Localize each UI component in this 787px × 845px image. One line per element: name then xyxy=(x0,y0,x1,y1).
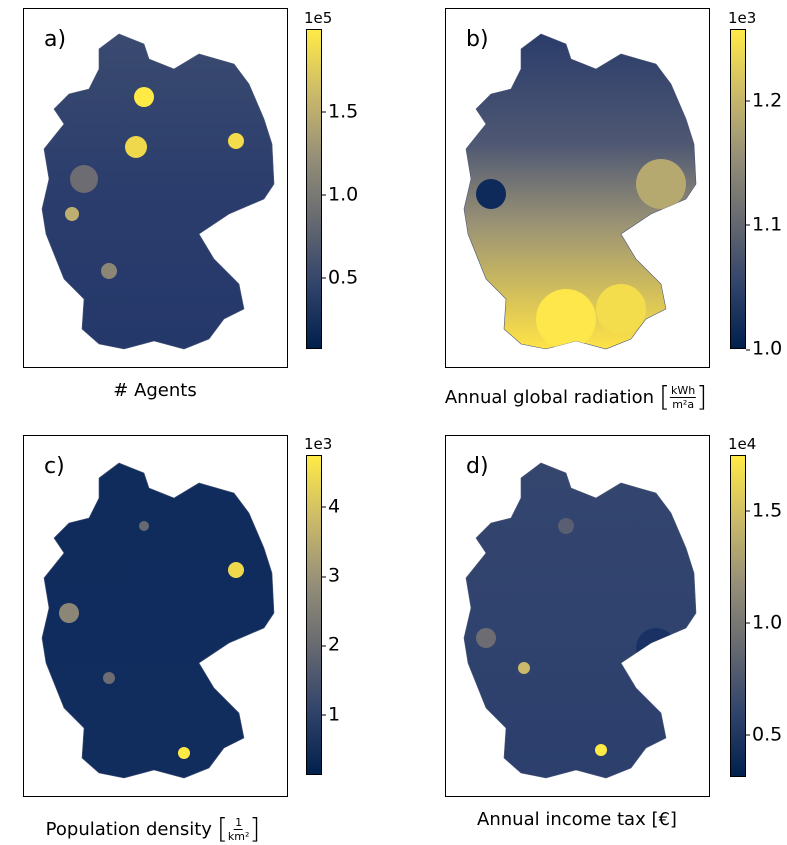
colorbar-tick-label: 1.5 xyxy=(321,100,359,123)
region-hotspot xyxy=(101,263,117,279)
hotspots xyxy=(59,521,244,759)
region-hotspot xyxy=(125,136,147,158)
map-regions xyxy=(41,33,275,350)
panel-letter: c) xyxy=(44,454,65,479)
map-regions xyxy=(463,462,697,779)
unit-denominator: km² xyxy=(227,829,250,843)
colorbar-tick-label: 2 xyxy=(321,633,341,656)
unit-fraction: [kWh m²a] xyxy=(659,383,707,411)
fraction: kWh m²a xyxy=(670,383,697,411)
colorbar xyxy=(730,29,746,349)
germany-outline xyxy=(41,33,275,350)
region-hotspot xyxy=(636,628,676,668)
region-hotspot xyxy=(228,562,244,578)
colorbar-tick-label: 1.1 xyxy=(745,213,783,236)
colorbar-tick-label: 1 xyxy=(321,703,341,726)
caption-text: Annual income tax [€] xyxy=(477,809,677,830)
colorbar-exponent: 1e3 xyxy=(728,9,757,27)
panel-letter: a) xyxy=(44,27,67,52)
colorbar xyxy=(730,455,746,777)
region-hotspot xyxy=(536,289,596,349)
hotspots xyxy=(65,87,244,279)
map-panel-a: a) xyxy=(23,8,288,368)
region-hotspot xyxy=(178,747,190,759)
colorbar-tick-label: 4 xyxy=(321,495,341,518)
map-panel-c: c) xyxy=(23,435,288,797)
germany-map xyxy=(41,462,275,779)
colorbar xyxy=(306,455,322,775)
colorbar-tick-label: 1.2 xyxy=(745,89,783,112)
map-panel-d: d) xyxy=(445,435,710,797)
region-hotspot xyxy=(518,662,530,674)
panel-letter: b) xyxy=(466,27,489,52)
colorbar-tick-label: 3 xyxy=(321,564,341,587)
colorbar-tick-label: 0.5 xyxy=(745,723,783,745)
panel-caption: Annual global radiation[kWh m²a] xyxy=(445,383,707,411)
colorbar-tick-label: 1.0 xyxy=(745,337,783,360)
map-regions xyxy=(41,462,275,779)
region-hotspot xyxy=(636,159,686,209)
germany-map xyxy=(463,462,697,779)
bracket-right: ] xyxy=(249,812,261,845)
germany-outline xyxy=(463,33,697,350)
bracket-left: [ xyxy=(659,380,671,413)
region-hotspot xyxy=(103,672,115,684)
map-panel-b: b) xyxy=(445,8,710,368)
region-hotspot xyxy=(228,133,244,149)
colorbar xyxy=(306,29,322,349)
bracket-right: ] xyxy=(696,380,708,413)
region-hotspot xyxy=(65,207,79,221)
germany-outline xyxy=(41,462,275,779)
unit-numerator: kWh xyxy=(670,383,697,398)
colorbar-tick-label: 1.0 xyxy=(321,183,359,206)
caption-text: Annual global radiation xyxy=(444,386,655,408)
region-hotspot xyxy=(134,87,154,107)
panel-letter: d) xyxy=(466,454,489,479)
fraction: 1 km² xyxy=(228,816,250,843)
bracket-left: [ xyxy=(216,812,228,845)
region-hotspot xyxy=(70,165,98,193)
unit-denominator: m²a xyxy=(672,397,695,411)
region-hotspot xyxy=(596,284,646,334)
region-hotspot xyxy=(558,518,574,534)
colorbar-exponent: 1e3 xyxy=(304,435,333,453)
unit-numerator: 1 xyxy=(234,815,244,830)
germany-outline xyxy=(463,462,697,779)
germany-map xyxy=(41,33,275,350)
region-hotspot xyxy=(476,628,496,648)
unit-fraction: [1 km²] xyxy=(217,815,260,843)
caption-text: Population density xyxy=(45,818,212,840)
colorbar-exponent: 1e4 xyxy=(728,435,757,453)
region-hotspot xyxy=(139,521,149,531)
region-hotspot xyxy=(59,603,79,623)
germany-map xyxy=(463,33,697,350)
panel-caption: # Agents xyxy=(113,380,196,401)
region-hotspot xyxy=(476,179,506,209)
caption-text: # Agents xyxy=(113,380,197,401)
panel-caption: Population density[1 km²] xyxy=(46,815,261,843)
region-hotspot xyxy=(595,744,607,756)
map-regions xyxy=(463,33,697,350)
panel-caption: Annual income tax [€] xyxy=(477,809,677,830)
colorbar-tick-label: 1.5 xyxy=(745,499,783,522)
colorbar-tick-label: 0.5 xyxy=(321,266,359,289)
colorbar-exponent: 1e5 xyxy=(304,9,333,27)
colorbar-tick-label: 1.0 xyxy=(745,611,783,634)
hotspots xyxy=(476,159,686,349)
